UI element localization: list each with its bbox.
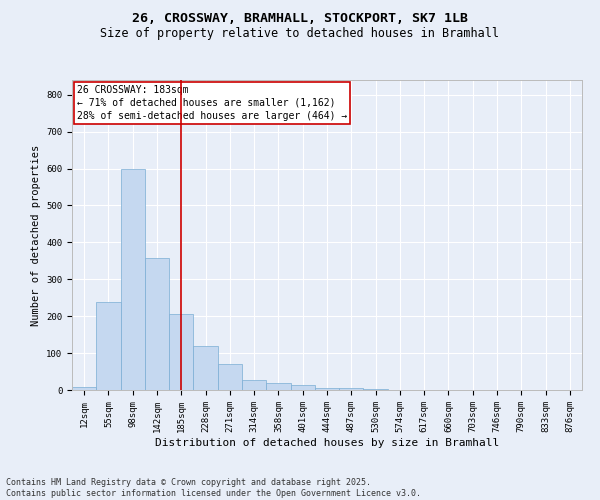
Bar bbox=[315, 388, 339, 390]
Y-axis label: Number of detached properties: Number of detached properties bbox=[31, 144, 41, 326]
Bar bbox=[242, 380, 266, 390]
Text: Contains HM Land Registry data © Crown copyright and database right 2025.
Contai: Contains HM Land Registry data © Crown c… bbox=[6, 478, 421, 498]
Bar bbox=[145, 258, 169, 390]
Text: 26 CROSSWAY: 183sqm
← 71% of detached houses are smaller (1,162)
28% of semi-det: 26 CROSSWAY: 183sqm ← 71% of detached ho… bbox=[77, 84, 347, 121]
Bar bbox=[169, 314, 193, 390]
Bar bbox=[193, 346, 218, 390]
Bar bbox=[72, 387, 96, 390]
Bar bbox=[339, 388, 364, 390]
Bar bbox=[290, 385, 315, 390]
Bar bbox=[96, 302, 121, 390]
Bar bbox=[121, 170, 145, 390]
Text: Size of property relative to detached houses in Bramhall: Size of property relative to detached ho… bbox=[101, 28, 499, 40]
Bar bbox=[218, 364, 242, 390]
Bar bbox=[266, 384, 290, 390]
Text: 26, CROSSWAY, BRAMHALL, STOCKPORT, SK7 1LB: 26, CROSSWAY, BRAMHALL, STOCKPORT, SK7 1… bbox=[132, 12, 468, 26]
X-axis label: Distribution of detached houses by size in Bramhall: Distribution of detached houses by size … bbox=[155, 438, 499, 448]
Bar bbox=[364, 388, 388, 390]
